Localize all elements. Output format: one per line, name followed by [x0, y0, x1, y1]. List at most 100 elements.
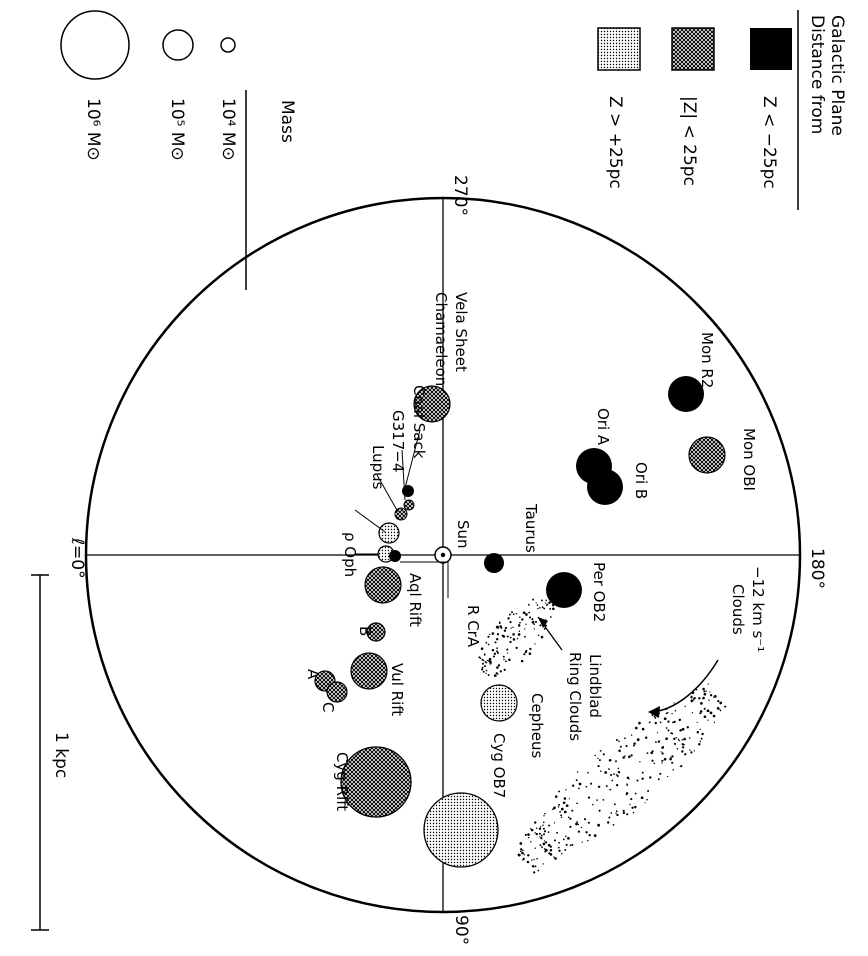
- stipple-dot: [707, 683, 709, 685]
- stipple-dot: [481, 666, 484, 669]
- stipple-dot: [562, 801, 566, 805]
- stipple-dot: [688, 737, 691, 739]
- stipple-dot: [657, 740, 661, 743]
- stipple-dot: [482, 662, 484, 665]
- stipple-dot: [619, 745, 622, 748]
- stipple-dot: [634, 726, 638, 730]
- label-chamaeleon: Chamaeleon: [432, 292, 450, 386]
- legend-mass-1e6-circle: [60, 10, 130, 80]
- stipple-dot: [543, 833, 545, 836]
- stipple-dot: [512, 613, 515, 615]
- cloud-lupus: [378, 522, 400, 544]
- stipple-dot: [630, 754, 633, 757]
- stipple-dot: [494, 652, 496, 654]
- label-r-cra: R CrA: [464, 605, 482, 648]
- stipple-dot: [562, 838, 565, 841]
- stipple-dot: [617, 771, 621, 774]
- stipple-dot: [613, 803, 616, 806]
- label-cepheus: Cepheus: [528, 693, 546, 758]
- label-minus12-l1: −12 km s⁻¹: [749, 566, 767, 652]
- stipple-dot: [667, 775, 669, 778]
- stipple-dot: [539, 836, 541, 838]
- stipple-dot: [568, 798, 571, 800]
- stipple-dot: [626, 776, 630, 780]
- stipple-dot: [489, 633, 491, 636]
- cloud-cepheus: [480, 684, 518, 722]
- stipple-dot: [703, 692, 707, 696]
- stipple-dot: [522, 858, 524, 861]
- stipple-dot: [671, 712, 673, 715]
- stipple-dot: [496, 647, 498, 649]
- stipple-dot: [681, 727, 685, 731]
- stipple-dot: [618, 749, 621, 753]
- stipple-dot: [538, 827, 542, 831]
- stipple-dot: [560, 814, 563, 817]
- stipple-dot: [717, 700, 720, 703]
- stipple-dot: [580, 826, 583, 829]
- stipple-dot: [671, 755, 674, 758]
- stipple-dot: [646, 798, 648, 801]
- legend-distance-title-2: Galactic Plane: [827, 15, 847, 136]
- cloud-mon-ob1: [688, 436, 726, 474]
- stipple-dot: [487, 674, 490, 676]
- stipple-dot: [696, 721, 698, 723]
- stipple-dot: [530, 841, 532, 843]
- stipple-dot: [485, 672, 487, 675]
- stipple-dot: [517, 633, 521, 636]
- stipple-dot: [511, 611, 513, 614]
- stipple-dot: [673, 720, 676, 724]
- stipple-dot: [663, 757, 667, 761]
- stipple-dot: [495, 625, 499, 629]
- stipple-dot: [524, 628, 526, 630]
- cloud-mon-r2: [668, 376, 704, 412]
- stipple-dot: [483, 653, 486, 655]
- stipple-dot: [647, 790, 650, 792]
- stipple-dot: [587, 839, 589, 842]
- stipple-dot: [545, 604, 548, 607]
- stipple-dot: [503, 668, 506, 672]
- stipple-dot: [656, 732, 659, 734]
- stipple-dot: [489, 662, 492, 665]
- stipple-dot: [517, 853, 521, 857]
- label-cyg-rift: Cyg Rift: [333, 752, 351, 811]
- stipple-dot: [644, 802, 646, 804]
- stipple-dot: [709, 691, 711, 693]
- stipple-dot: [517, 624, 521, 627]
- stipple-dot: [496, 666, 499, 669]
- stipple-dot: [648, 721, 651, 724]
- stipple-dot: [506, 635, 509, 638]
- stipple-dot: [598, 759, 601, 762]
- stipple-dot: [500, 626, 503, 629]
- stipple-dot: [724, 705, 727, 708]
- stipple-dot: [528, 652, 532, 656]
- stipple-dot: [530, 828, 534, 832]
- stipple-dot: [693, 697, 696, 700]
- stipple-dot: [578, 787, 580, 790]
- stipple-dot: [569, 825, 572, 828]
- arrow-minus12: [651, 659, 719, 713]
- stipple-dot: [520, 659, 524, 663]
- stipple-dot: [633, 742, 636, 745]
- stipple-dot: [525, 623, 527, 625]
- stipple-dot: [571, 843, 574, 846]
- stipple-dot: [719, 709, 722, 712]
- stipple-dot: [703, 690, 706, 693]
- stipple-dot: [527, 836, 530, 839]
- stipple-dot: [509, 636, 512, 639]
- cloud-lindblad-ring: [478, 598, 555, 677]
- stipple-dot: [616, 813, 619, 817]
- stipple-dot: [564, 835, 567, 838]
- stipple-dot: [628, 755, 631, 759]
- axis-label-90: 90°: [451, 915, 471, 945]
- stipple-dot: [661, 762, 663, 764]
- cloud-per-ob2: [546, 572, 582, 608]
- stipple-dot: [504, 660, 507, 663]
- stipple-dot: [539, 624, 542, 627]
- stipple-dot: [654, 721, 657, 725]
- axis-label-180: 180°: [807, 548, 827, 589]
- stipple-dot: [702, 687, 705, 691]
- stipple-dot: [533, 858, 535, 861]
- arrows: [537, 616, 719, 718]
- stipple-dot: [560, 807, 564, 811]
